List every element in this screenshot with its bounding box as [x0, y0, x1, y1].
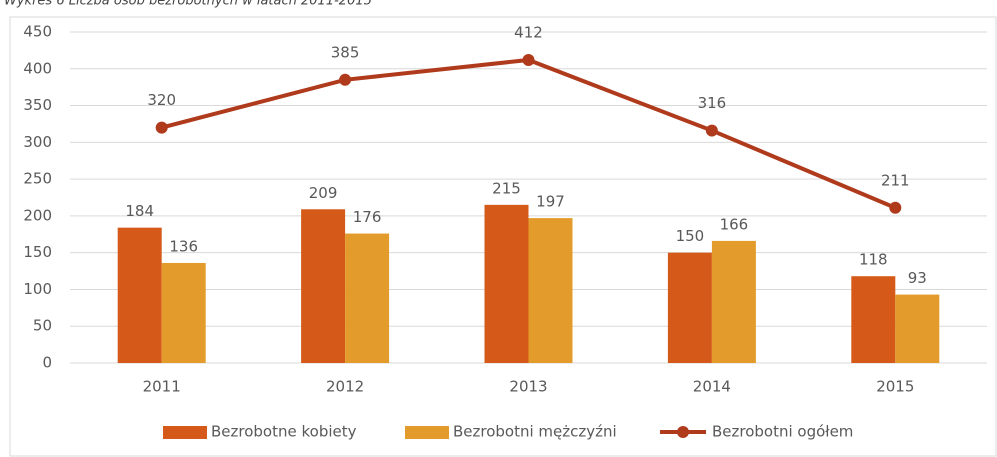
legend-swatch — [163, 426, 207, 439]
data-label: 176 — [353, 208, 382, 226]
bar — [161, 262, 206, 363]
data-label: 166 — [720, 215, 749, 233]
chart-frame — [9, 16, 997, 457]
bar — [528, 218, 573, 363]
data-label: 197 — [536, 193, 565, 211]
x-tick-label: 2015 — [876, 378, 914, 396]
y-tick-label: 50 — [33, 317, 52, 335]
legend-label: Bezrobotni mężczyźni — [453, 423, 617, 441]
legend-label: Bezrobotne kobiety — [211, 423, 357, 441]
line — [161, 57, 897, 210]
line-point — [705, 124, 718, 137]
data-label: 316 — [698, 94, 727, 112]
legend-swatch-point — [677, 426, 689, 438]
data-label: 118 — [859, 251, 888, 269]
line-point — [339, 73, 352, 86]
y-tick-label: 350 — [23, 96, 52, 114]
y-tick-label: 400 — [23, 59, 52, 77]
line-point — [522, 53, 535, 66]
bar — [301, 209, 346, 363]
y-tick-label: 150 — [23, 243, 52, 261]
y-tick-label: 300 — [23, 133, 52, 151]
data-label: 150 — [676, 227, 705, 245]
y-tick-label: 100 — [23, 280, 52, 298]
y-tick-label: 200 — [23, 206, 52, 224]
chart-title: Wykres 6 Liczba osób bezrobotnych w lata… — [4, 0, 372, 9]
bar — [851, 276, 896, 363]
bar — [345, 233, 390, 363]
x-tick-label: 2014 — [693, 378, 731, 396]
data-label: 211 — [881, 171, 910, 189]
legend-swatch — [405, 426, 449, 439]
y-tick-label: 450 — [23, 23, 52, 41]
y-tick-label: 0 — [42, 354, 52, 372]
bar — [667, 252, 712, 363]
data-label: 93 — [908, 269, 927, 287]
bar — [117, 227, 162, 363]
x-tick-label: 2013 — [509, 378, 547, 396]
data-label: 184 — [125, 202, 154, 220]
bar — [895, 294, 940, 363]
y-tick-label: 250 — [23, 170, 52, 188]
data-label: 320 — [147, 91, 176, 109]
bar — [711, 240, 756, 363]
line-point — [155, 121, 168, 134]
data-label: 385 — [331, 43, 360, 61]
legend-label: Bezrobotni ogółem — [712, 423, 853, 441]
bar — [484, 204, 529, 363]
x-tick-label: 2011 — [143, 378, 181, 396]
data-label: 209 — [309, 184, 338, 202]
line-point — [889, 201, 902, 214]
x-tick-label: 2012 — [326, 378, 364, 396]
data-label: 215 — [492, 179, 521, 197]
data-label: 412 — [514, 23, 543, 41]
data-label: 136 — [169, 237, 198, 255]
